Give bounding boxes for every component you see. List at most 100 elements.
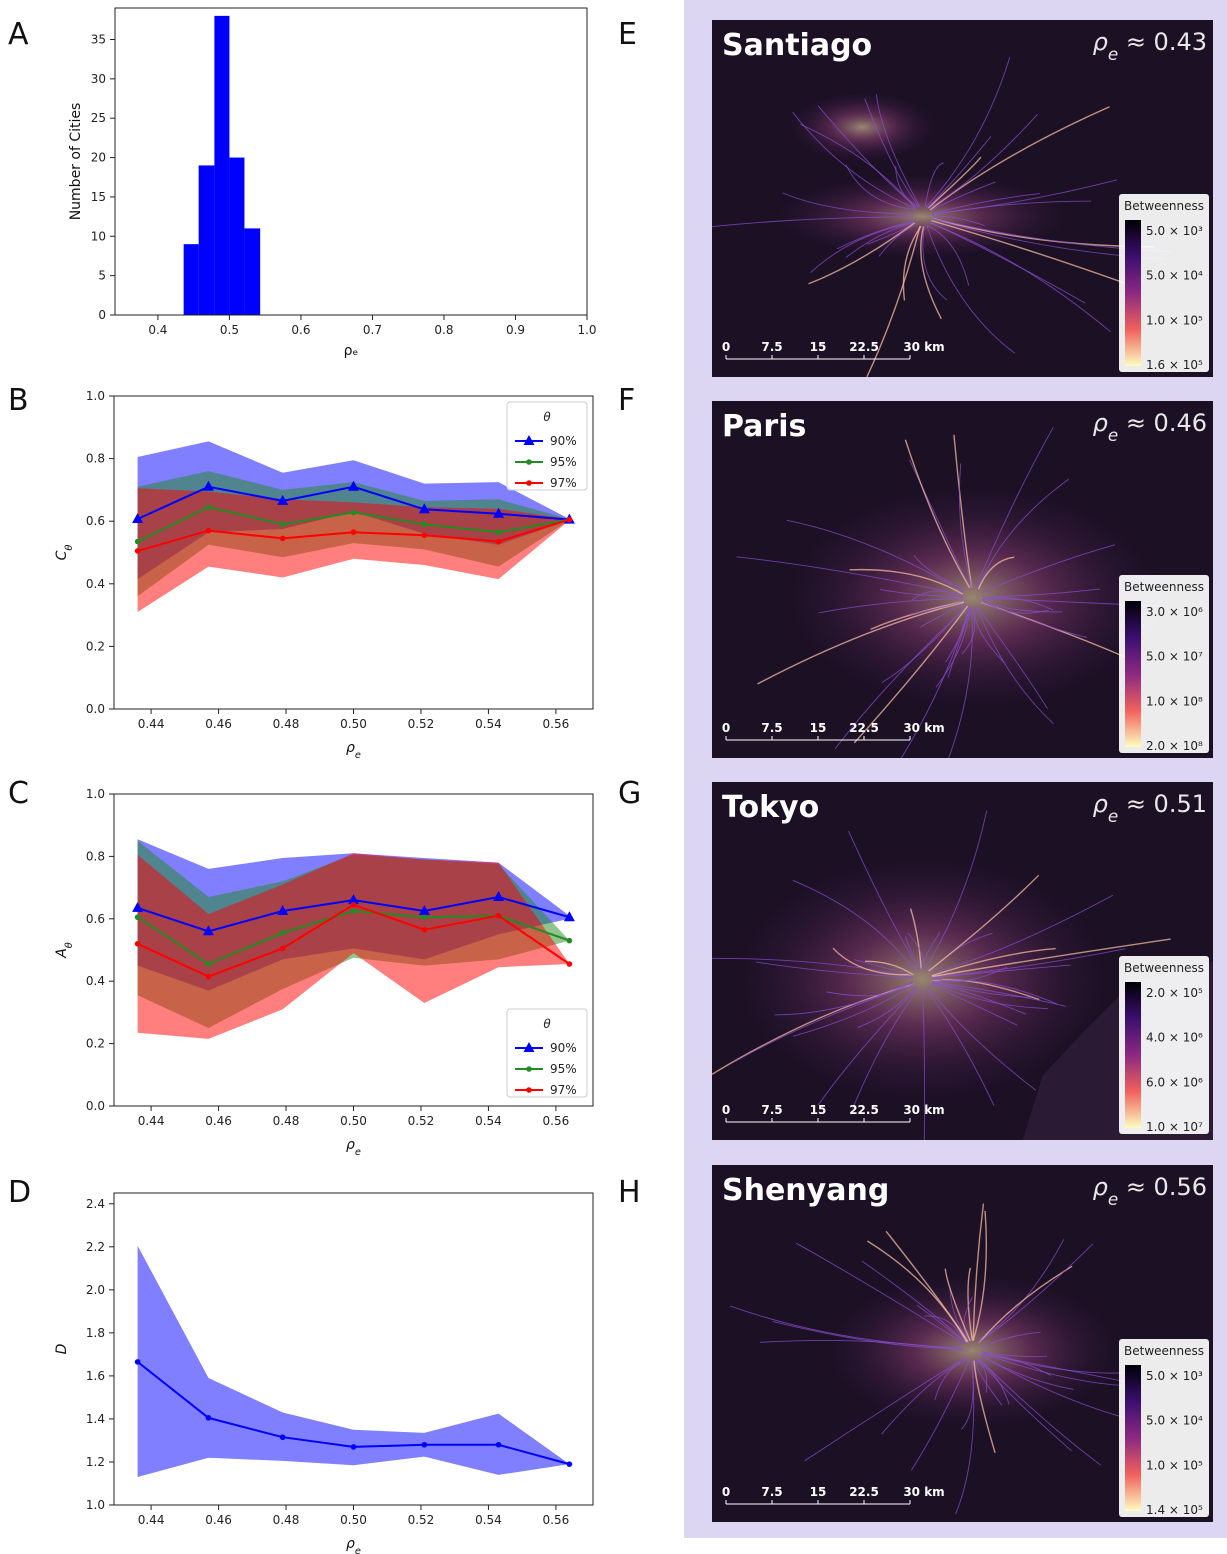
road-segment [818,598,963,614]
density-glow [787,91,938,163]
scale-label: 22.5 [849,1485,879,1499]
colorbar: Betweenness 3.0 × 10⁶ 5.0 × 10⁷ 1.0 × 10⁸ 2.… [1119,575,1209,753]
city-map-paris: Paris ρe ≈ 0.46 Betweenness 3.0 × 10⁶ 5.0 × … [712,401,1213,759]
road-segment [932,948,1126,978]
scale-label: 0 [722,1103,730,1117]
road-segment [786,519,965,593]
road-segment [922,226,948,301]
legend-marker [526,459,532,465]
city-map-santiago: Santiago ρe ≈ 0.43 Betweenness 5.0 × 10³ 5.0… [711,20,1213,378]
road-network [711,810,1171,1141]
colorbar-label: 4.0 × 10⁶ [1146,1031,1203,1045]
road-segment [973,1360,996,1454]
data-point [205,527,212,534]
x-tick-label: 0.44 [138,1114,165,1128]
road-segment [800,123,916,210]
y-tick-label: 1.4 [86,1412,105,1426]
colorbar-box [1119,194,1209,372]
y-axis-label: Number of Cities [68,103,84,221]
confidence-band [137,1245,570,1477]
road-segment [932,964,1071,979]
road-segment [853,605,969,744]
road-segment [977,1358,1072,1452]
road-segment [757,601,965,685]
road-segment [756,961,913,978]
colorbar-label: 1.0 × 10⁵ [1146,313,1203,327]
data-point [418,905,430,915]
legend: θ 90% 95% 97% [506,1008,588,1098]
colorbar-label: 5.0 × 10⁴ [1146,269,1203,283]
road-segment [982,1351,1048,1357]
y-tick-label: 15 [91,190,106,204]
colorbar-label: 1.0 × 10⁵ [1146,1458,1203,1472]
road-segment [826,980,913,997]
colorbar-box [1119,1339,1209,1517]
legend-label: 90% [550,1041,577,1055]
scale-label: 22.5 [849,340,879,354]
road-segment [976,606,1048,709]
y-tick-label: 1.0 [86,787,105,801]
road-segment [927,156,982,209]
road-segment [947,606,971,678]
data-point [493,507,505,518]
scale-label: 15 [810,1485,827,1499]
road-segment [982,599,1063,613]
histogram-bar [183,244,199,315]
y-tick-label: 1.0 [86,1498,105,1512]
road-segment [978,1243,1094,1344]
d-chart: 0.44 0.46 0.48 0.50 0.52 0.54 0.56 1.0 1.2 1.4 1.6… [54,1192,594,1554]
histogram-bar [244,228,261,315]
data-point [350,1444,357,1450]
a-theta-chart: 0.44 0.46 0.48 0.50 0.52 0.54 0.56 0.0 0.2 0.4 0.6… [54,787,594,1158]
scale-label: 7.5 [761,1485,782,1499]
data-point [134,538,141,545]
road-segment [974,606,1005,664]
scale-label: 30 km [903,340,944,354]
y-tick-label: 20 [91,151,106,165]
x-tick-label: 0.56 [543,1513,570,1527]
data-point [279,521,286,528]
colorbar-label: 1.6 × 10⁵ [1146,358,1203,372]
road-segment [711,216,913,228]
colorbar-label: 5.0 × 10⁷ [1146,650,1203,664]
road-segment [845,164,916,210]
x-tick-label: 0.48 [273,1114,300,1128]
road-segment [845,222,915,258]
colorbar-title: Betweenness [1124,580,1204,594]
legend-title: θ [543,410,551,424]
x-axis-label: ρₑ [344,343,359,359]
road-segment [961,1360,974,1430]
rho-value: ρe ≈ 0.51 [1093,790,1207,826]
road-segment [928,114,1038,209]
x-tick-label: 0.52 [408,1513,435,1527]
road-segment [904,439,971,589]
colorbar-label: 5.0 × 10³ [1146,1369,1203,1383]
colorbar-title: Betweenness [1124,1344,1204,1358]
colorbar-gradient [1125,982,1141,1128]
y-tick-label: 25 [91,111,106,125]
colorbar: Betweenness 5.0 × 10³ 5.0 × 10⁴ 1.0 × 10⁵ 1.… [1119,194,1209,372]
colorbar-label: 3.0 × 10⁶ [1146,605,1203,619]
y-axis-label: Aθ [54,942,75,959]
x-tick-label: 0.54 [475,1513,502,1527]
scale-label: 15 [810,340,827,354]
road-segment [920,226,942,320]
road-segment [885,1230,969,1343]
road-segment [953,434,973,588]
city-map-tokyo: Tokyo ρe ≈ 0.51 Betweenness 2.0 × 10⁵ 4.0 × … [711,782,1213,1141]
data-point [202,925,214,936]
scale-label: 0 [722,340,730,354]
x-tick-label: 0.6 [291,323,310,337]
road-segment [832,947,914,976]
histogram-bar [198,165,215,315]
data-point [134,914,141,921]
road-segment [774,981,914,1016]
data-point [350,901,357,908]
road-segment [861,1260,967,1344]
scale-label: 15 [810,1103,827,1117]
x-tick-label: 0.56 [543,1114,570,1128]
road-segment [977,556,1015,590]
y-tick-label: 10 [91,229,106,243]
road-segment [927,136,992,209]
